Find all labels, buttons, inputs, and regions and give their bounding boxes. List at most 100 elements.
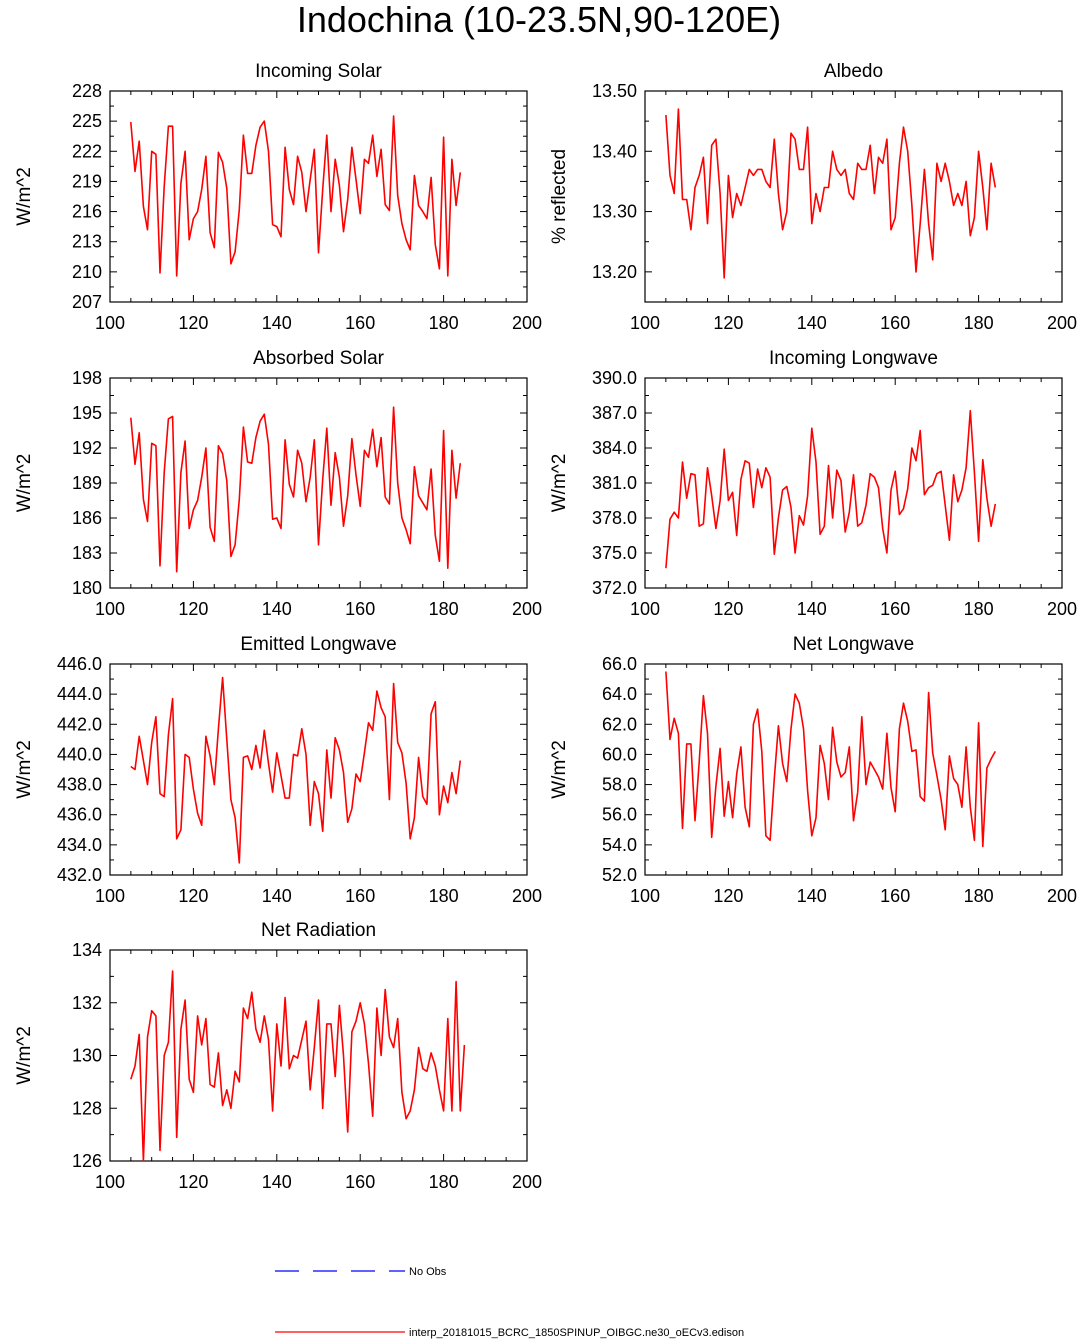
y-axis-label: % reflected [549, 149, 570, 244]
y-tick-label: 62.0 [602, 714, 637, 734]
x-tick-label: 200 [512, 599, 542, 619]
x-tick-label: 120 [713, 599, 743, 619]
panel-albedo: Albedo 100 120 140 160 180 200 13.20 13.30 13.40 1… [549, 61, 1077, 333]
y-tick-label: 384.0 [592, 438, 637, 458]
y-tick-label: 128 [72, 1098, 102, 1118]
series-line-model [130, 406, 462, 573]
y-tick-label: 440.0 [57, 744, 102, 764]
x-tick-label: 200 [512, 886, 542, 906]
y-tick-label: 434.0 [57, 835, 102, 855]
x-tick-label: 180 [964, 313, 994, 333]
y-tick-label: 13.30 [592, 202, 637, 222]
y-tick-label: 180 [72, 578, 102, 598]
panel-incoming-solar: Incoming Solar 100 120 140 160 180 200 207 210 21… [14, 61, 542, 333]
panel-incoming-longwave: Incoming Longwave 100 120 140 160 180 200 372.0… [549, 348, 1077, 619]
x-tick-label: 140 [797, 313, 827, 333]
x-tick-label: 160 [345, 886, 375, 906]
y-axis-label: W/m^2 [14, 1026, 35, 1085]
panel-title: Net Longwave [793, 634, 914, 655]
y-tick-label: 186 [72, 508, 102, 528]
chart-layer: Incoming Solar 100 120 140 160 180 200 207 210 21… [14, 61, 1077, 1192]
y-tick-label: 438.0 [57, 775, 102, 795]
y-axis-label: W/m^2 [549, 454, 570, 513]
legend-obs-label: No Obs [409, 1266, 447, 1278]
y-tick-label: 378.0 [592, 508, 637, 528]
y-tick-label: 189 [72, 473, 102, 493]
x-tick-label: 100 [630, 313, 660, 333]
x-tick-label: 140 [797, 599, 827, 619]
x-tick-label: 140 [262, 313, 292, 333]
x-tick-label: 100 [95, 886, 125, 906]
x-tick-label: 160 [345, 1172, 375, 1192]
panel-title: Albedo [824, 61, 883, 82]
panel-title: Emitted Longwave [240, 634, 396, 655]
x-tick-label: 120 [713, 886, 743, 906]
y-axis-label: W/m^2 [14, 454, 35, 513]
y-tick-label: 134 [72, 940, 102, 960]
panel-absorbed-solar: Absorbed Solar 100 120 140 160 180 200 180 183 18… [14, 348, 542, 619]
x-tick-label: 100 [95, 599, 125, 619]
x-tick-label: 180 [429, 313, 459, 333]
x-tick-label: 120 [178, 599, 208, 619]
x-tick-label: 180 [429, 1172, 459, 1192]
panel-emitted-longwave: Emitted Longwave 100 120 140 160 180 200 432.0 4… [14, 634, 542, 906]
y-tick-label: 222 [72, 141, 102, 161]
series-line-model [130, 676, 462, 864]
y-tick-label: 195 [72, 403, 102, 423]
y-tick-label: 216 [72, 202, 102, 222]
y-tick-label: 219 [72, 171, 102, 191]
x-tick-label: 140 [262, 1172, 292, 1192]
panel-net-radiation: Net Radiation 100 120 140 160 180 200 126 128 130… [14, 920, 542, 1192]
x-tick-label: 200 [1047, 599, 1077, 619]
x-tick-label: 160 [345, 313, 375, 333]
y-tick-label: 64.0 [602, 684, 637, 704]
x-tick-label: 200 [512, 1172, 542, 1192]
y-tick-label: 13.40 [592, 141, 637, 161]
y-tick-label: 13.20 [592, 262, 637, 282]
y-tick-label: 183 [72, 543, 102, 563]
y-tick-label: 444.0 [57, 684, 102, 704]
x-tick-label: 200 [1047, 886, 1077, 906]
y-tick-label: 58.0 [602, 775, 637, 795]
x-tick-label: 100 [95, 313, 125, 333]
y-tick-label: 198 [72, 368, 102, 388]
panel-title: Absorbed Solar [253, 348, 385, 369]
x-tick-label: 100 [95, 1172, 125, 1192]
series-line-model [130, 970, 466, 1162]
y-tick-label: 132 [72, 993, 102, 1013]
figure-title: Indochina (10-23.5N,90-120E) [296, 0, 782, 40]
panel-net-longwave: Net Longwave 100 120 140 160 180 200 52.0 54.0 56… [549, 634, 1077, 906]
y-tick-label: 381.0 [592, 473, 637, 493]
x-tick-label: 160 [345, 599, 375, 619]
plot-frame [109, 90, 528, 303]
x-tick-label: 120 [178, 1172, 208, 1192]
y-tick-label: 60.0 [602, 744, 637, 764]
y-tick-label: 66.0 [602, 654, 637, 674]
y-tick-label: 390.0 [592, 368, 637, 388]
y-tick-label: 207 [72, 292, 102, 312]
x-tick-label: 140 [262, 599, 292, 619]
x-tick-label: 160 [880, 886, 910, 906]
x-tick-label: 140 [262, 886, 292, 906]
y-tick-label: 372.0 [592, 578, 637, 598]
x-tick-label: 120 [713, 313, 743, 333]
x-tick-label: 100 [630, 886, 660, 906]
x-tick-label: 140 [797, 886, 827, 906]
y-tick-label: 130 [72, 1046, 102, 1066]
y-tick-label: 126 [72, 1151, 102, 1171]
y-tick-label: 432.0 [57, 865, 102, 885]
y-axis-label: W/m^2 [14, 740, 35, 799]
plot-frame [644, 663, 1063, 876]
y-tick-label: 13.50 [592, 81, 637, 101]
y-tick-label: 375.0 [592, 543, 637, 563]
plot-frame [109, 377, 528, 589]
y-tick-label: 225 [72, 111, 102, 131]
x-tick-label: 160 [880, 599, 910, 619]
y-axis-label: W/m^2 [549, 740, 570, 799]
x-tick-label: 120 [178, 313, 208, 333]
y-axis-label: W/m^2 [14, 167, 35, 226]
x-tick-label: 180 [964, 599, 994, 619]
y-tick-label: 52.0 [602, 865, 637, 885]
series-line-model [665, 671, 996, 848]
y-tick-label: 192 [72, 438, 102, 458]
